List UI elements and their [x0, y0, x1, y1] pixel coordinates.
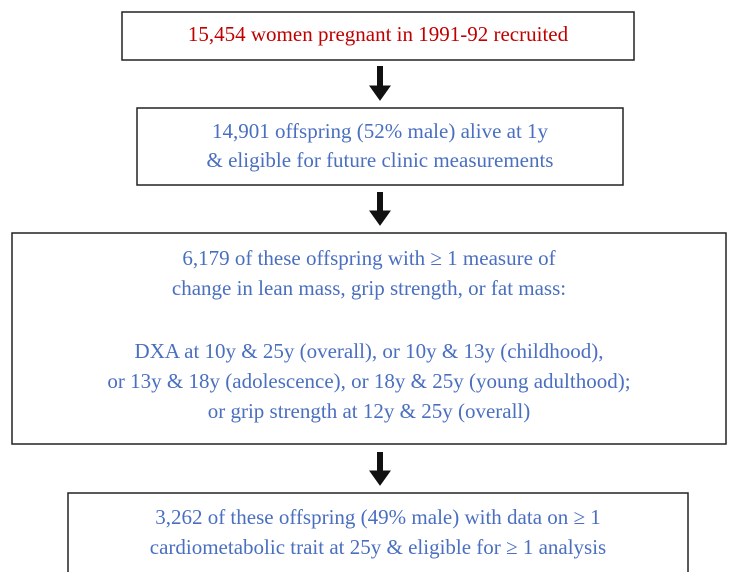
node-text: 6,179 of these offspring with ≥ 1 measur… — [182, 246, 555, 270]
box — [67, 492, 689, 572]
box — [136, 107, 624, 186]
node-text: 14,901 offspring (52% male) alive at 1y — [212, 119, 549, 143]
arrow-head — [369, 210, 391, 226]
node-text: or 13y & 18y (adolescence), or 18y & 25y… — [107, 369, 630, 393]
arrow-head — [369, 470, 391, 486]
node-text: & eligible for future clinic measurement… — [207, 148, 554, 172]
arrow-head — [369, 85, 391, 101]
box — [121, 11, 635, 61]
node-text: 3,262 of these offspring (49% male) with… — [155, 505, 601, 529]
node-text: change in lean mass, grip strength, or f… — [172, 276, 566, 300]
node-text: 15,454 women pregnant in 1991-92 recruit… — [188, 22, 569, 46]
node-text: or grip strength at 12y & 25y (overall) — [208, 399, 531, 423]
node-text: DXA at 10y & 25y (overall), or 10y & 13y… — [135, 339, 604, 363]
node-text: cardiometabolic trait at 25y & eligible … — [150, 535, 606, 559]
box — [11, 232, 727, 445]
arrows — [369, 66, 391, 486]
